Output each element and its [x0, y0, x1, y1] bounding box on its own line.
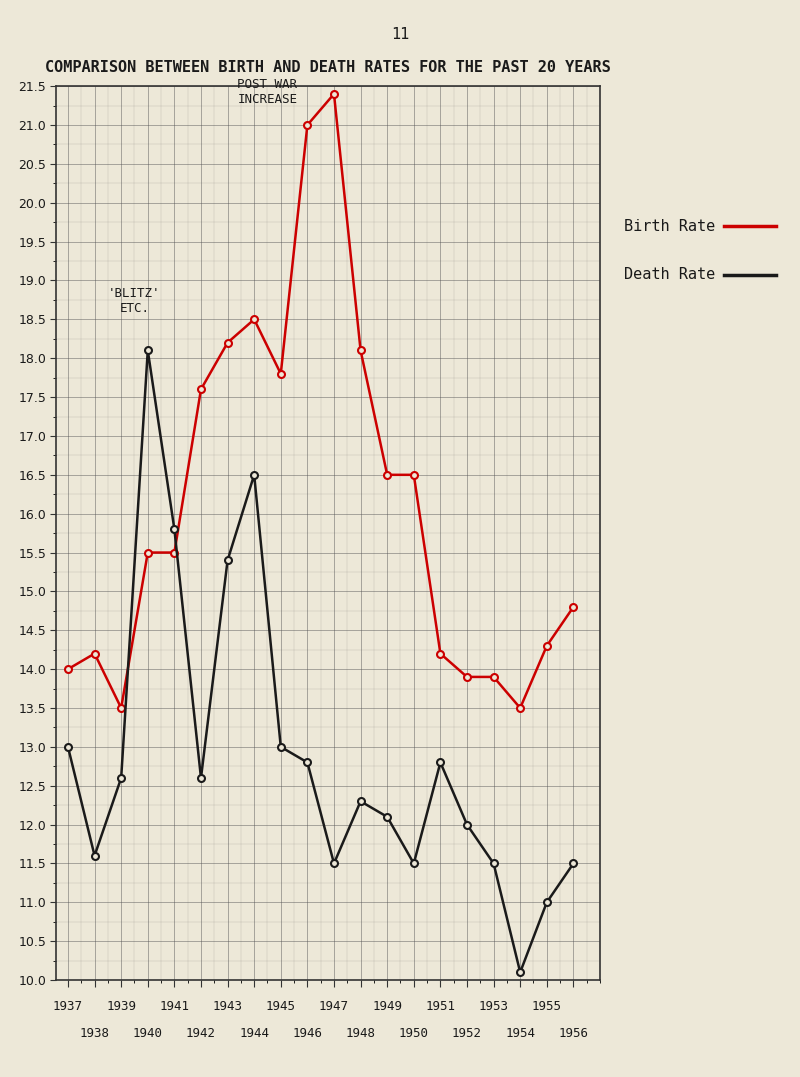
Text: 1951: 1951 [426, 999, 455, 1012]
Text: 1939: 1939 [106, 999, 136, 1012]
Text: 1943: 1943 [213, 999, 242, 1012]
Text: 1937: 1937 [53, 999, 83, 1012]
Text: 1952: 1952 [452, 1026, 482, 1039]
Text: 1947: 1947 [319, 999, 349, 1012]
Text: 1944: 1944 [239, 1026, 269, 1039]
Text: 1949: 1949 [372, 999, 402, 1012]
Text: 1954: 1954 [505, 1026, 535, 1039]
Title: COMPARISON BETWEEN BIRTH AND DEATH RATES FOR THE PAST 20 YEARS: COMPARISON BETWEEN BIRTH AND DEATH RATES… [45, 60, 611, 75]
Text: 1941: 1941 [159, 999, 190, 1012]
Text: 1950: 1950 [398, 1026, 429, 1039]
Text: 1940: 1940 [133, 1026, 162, 1039]
Text: 'BLITZ'
ETC.: 'BLITZ' ETC. [108, 288, 161, 316]
Text: POST WAR
INCREASE: POST WAR INCREASE [238, 78, 298, 106]
Text: Birth Rate: Birth Rate [624, 219, 715, 234]
Text: 1953: 1953 [478, 999, 509, 1012]
Text: 1946: 1946 [292, 1026, 322, 1039]
Text: 1938: 1938 [79, 1026, 110, 1039]
Text: 1942: 1942 [186, 1026, 216, 1039]
Text: 1948: 1948 [346, 1026, 375, 1039]
Text: 1956: 1956 [558, 1026, 588, 1039]
Text: 11: 11 [391, 27, 409, 42]
Text: 1945: 1945 [266, 999, 296, 1012]
Text: Death Rate: Death Rate [624, 267, 715, 282]
Text: 1955: 1955 [532, 999, 562, 1012]
